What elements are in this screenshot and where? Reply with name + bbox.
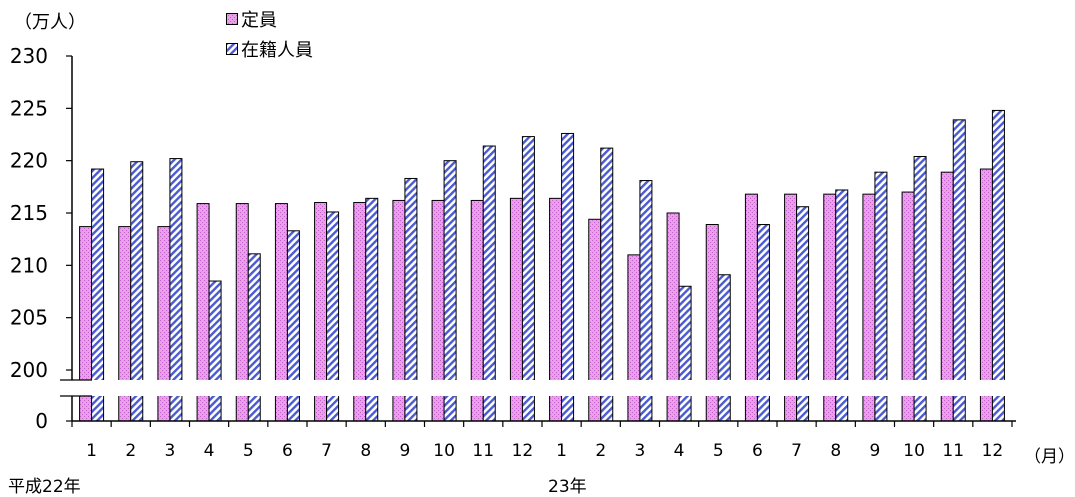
x-tick-label: 1: [86, 441, 97, 461]
y-tick-label: 205: [10, 306, 48, 330]
y-tick-label: 220: [10, 149, 48, 173]
bar-teiin: [627, 254, 641, 422]
y-tick-label: 0: [35, 409, 48, 433]
x-tick-label: 7: [791, 441, 802, 461]
x-tick-label: 7: [321, 441, 332, 461]
legend-label-teiin: 定員: [241, 10, 277, 31]
y-tick-label: 200: [10, 358, 48, 382]
x-tick-label: 3: [165, 441, 176, 461]
x-tick-label: 6: [752, 441, 763, 461]
x-tick-label: 3: [635, 441, 646, 461]
x-tick-label: 9: [870, 441, 881, 461]
y-tick-label: 225: [10, 96, 48, 120]
x-tick-label: 4: [674, 441, 685, 461]
x-tick-label: 8: [830, 441, 841, 461]
x-tick-label: 10: [903, 441, 925, 461]
x-tick-label: 11: [942, 441, 964, 461]
x-tick-label: 5: [243, 441, 254, 461]
bar-zaiseki: [678, 285, 692, 422]
legend: 定員 在籍人員: [226, 4, 313, 64]
bar-zaiseki: [561, 132, 575, 422]
x-tick-label: 2: [125, 441, 136, 461]
legend-item-zaiseki: 在籍人員: [226, 34, 313, 64]
bar-zaiseki: [521, 136, 535, 422]
legend-label-zaiseki: 在籍人員: [241, 40, 313, 61]
axis-break-band: [73, 380, 1015, 396]
legend-swatch-teiin: [226, 13, 238, 25]
y-tick-label: 230: [10, 44, 48, 68]
y-tick-label: 215: [10, 201, 48, 225]
bar-zaiseki: [482, 145, 496, 422]
bar-zaiseki: [952, 119, 966, 422]
y-axis-unit-label: （万人）: [14, 12, 86, 33]
bar-zaiseki: [717, 274, 731, 422]
year-label-h23: 23年: [548, 477, 587, 497]
y-tick-label: 210: [10, 253, 48, 277]
x-tick-label: 10: [433, 441, 455, 461]
x-tick-label: 6: [282, 441, 293, 461]
legend-item-teiin: 定員: [226, 4, 313, 34]
x-tick-label: 2: [595, 441, 606, 461]
x-axis-unit-label: （月）: [1024, 447, 1075, 467]
x-tick-label: 12: [512, 441, 534, 461]
year-label-h22: 平成22年: [8, 477, 81, 497]
bar-zaiseki: [208, 280, 222, 422]
x-tick-label: 8: [360, 441, 371, 461]
bar-zaiseki: [991, 109, 1005, 422]
x-tick-label: 1: [556, 441, 567, 461]
x-tick-label: 9: [400, 441, 411, 461]
legend-swatch-zaiseki: [226, 43, 238, 55]
x-tick-label: 12: [982, 441, 1004, 461]
x-tick-label: 4: [204, 441, 215, 461]
x-tick-label: 11: [472, 441, 494, 461]
x-tick-label: 5: [713, 441, 724, 461]
